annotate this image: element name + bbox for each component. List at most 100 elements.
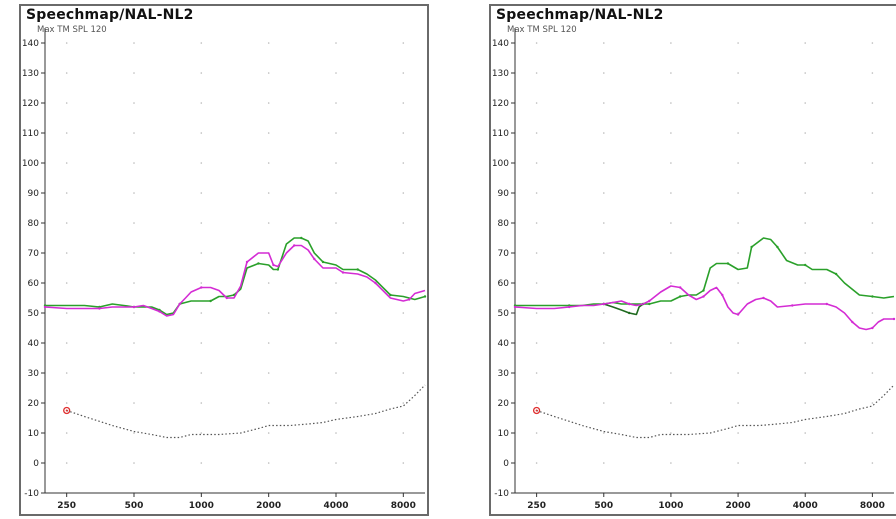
series-point (834, 272, 838, 276)
series-line (514, 285, 894, 331)
grid-dot (737, 192, 739, 194)
grid-dot (65, 72, 68, 74)
y-tick-label: -10 (494, 489, 509, 499)
grid-dot (670, 222, 672, 224)
y-tick-label: 110 (22, 129, 39, 139)
grid-dot (603, 42, 605, 44)
grid-dot (804, 192, 806, 194)
grid-dot (267, 102, 270, 104)
grid-dot (670, 282, 672, 284)
grid-dot (603, 102, 605, 104)
series-point (702, 295, 705, 298)
y-tick-label: 50 (28, 309, 40, 319)
grid-dot (267, 342, 270, 344)
grid-dot (737, 42, 739, 44)
series-point (679, 295, 682, 298)
x-tick-label: 1000 (658, 501, 683, 511)
grid-dot (535, 252, 538, 254)
grid-dot (200, 222, 203, 224)
grid-dot (670, 252, 672, 254)
y-tick-label: 0 (33, 459, 39, 469)
grid-dot (267, 42, 270, 44)
series-point (871, 295, 874, 298)
grid-dot (402, 222, 405, 224)
series-point (423, 295, 427, 298)
grid-dot (335, 42, 337, 44)
y-tick-label: 140 (492, 39, 509, 49)
grid-dot (535, 462, 538, 464)
series-point (762, 296, 765, 300)
series-point (200, 286, 203, 289)
grid-dot (670, 162, 672, 164)
grid-dot (133, 132, 135, 134)
series-point (341, 271, 345, 274)
grid-dot (670, 342, 672, 344)
grid-dot (402, 102, 405, 104)
y-tick-label: 40 (28, 339, 40, 349)
grid-dot (603, 402, 605, 404)
y-tick-label: 40 (498, 339, 510, 349)
series-point (702, 289, 705, 292)
series-point (825, 302, 828, 306)
series-point (98, 307, 101, 310)
grid-dot (804, 162, 806, 164)
grid-dot (737, 102, 739, 104)
chart-title: Speechmap/NAL-NL2 (496, 7, 664, 23)
y-tick-label: 20 (498, 399, 510, 409)
y-tick-label: 120 (22, 99, 39, 109)
grid-dot (133, 462, 135, 464)
grid-dot (737, 252, 739, 254)
grid-dot (603, 192, 605, 194)
y-tick-label: 90 (498, 189, 510, 199)
grid-dot (670, 102, 672, 104)
grid-dot (804, 282, 806, 284)
grid-dot (804, 252, 806, 254)
speechmap-panel-left: Speechmap/NAL-NL2 Max TM SPL 120 -10 0 10 2… (19, 4, 429, 516)
series-line (44, 244, 426, 317)
y-tick-label: 10 (498, 429, 510, 439)
grid-dot (402, 402, 405, 404)
grid-dot (65, 162, 68, 164)
series-point (513, 305, 517, 309)
x-tick-label: 250 (527, 501, 546, 511)
grid-dot (335, 72, 337, 74)
grid-dot (603, 72, 605, 74)
grid-dot (65, 132, 68, 134)
grid-dot (670, 192, 672, 194)
grid-dot (65, 342, 68, 344)
marker-center (65, 409, 68, 412)
grid-dot (402, 252, 405, 254)
grid-dot (335, 312, 337, 314)
grid-dot (133, 402, 135, 404)
grid-dot (65, 222, 68, 224)
x-tick-label: 4000 (793, 501, 818, 511)
grid-dot (737, 72, 739, 74)
y-tick-label: 50 (498, 309, 510, 319)
grid (65, 42, 405, 494)
grid-dot (535, 222, 538, 224)
y-tick-label: 60 (498, 279, 510, 289)
series-point (43, 305, 47, 309)
grid-dot (133, 192, 135, 194)
grid-dot (804, 312, 806, 314)
grid-dot (603, 342, 605, 344)
grid-dot (871, 372, 874, 374)
grid-dot (200, 342, 203, 344)
marker-center (535, 409, 538, 412)
grid-dot (804, 72, 806, 74)
y-tick-label: 80 (498, 219, 510, 229)
grid-dot (535, 72, 538, 74)
grid-dot (737, 372, 739, 374)
grid-dot (670, 42, 672, 44)
speechmap-plot: -10 0 10 20 30 40 50 60 70 80 90 100 110 120 130 140 250… (22, 28, 427, 511)
grid-dot (335, 342, 337, 344)
grid-dot (267, 192, 270, 194)
grid-dot (670, 72, 672, 74)
speechmap-plot: -10 0 10 20 30 40 50 60 70 80 90 100 110 120 130 140 250… (492, 28, 896, 511)
series-line (66, 384, 426, 439)
grid-dot (200, 462, 203, 464)
grid-dot (737, 342, 739, 344)
grid-dot (804, 432, 806, 434)
y-tick-label: 120 (492, 99, 509, 109)
x-tick-label: 500 (125, 501, 144, 511)
